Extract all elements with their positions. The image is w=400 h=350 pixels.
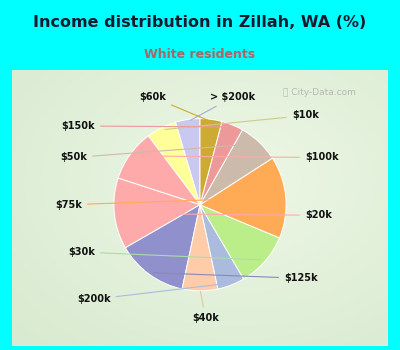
Text: White residents: White residents: [144, 48, 256, 61]
Wedge shape: [126, 205, 200, 289]
Text: $20k: $20k: [119, 210, 332, 220]
Wedge shape: [200, 205, 244, 289]
Text: Income distribution in Zillah, WA (%): Income distribution in Zillah, WA (%): [33, 15, 367, 30]
Text: ⓘ City-Data.com: ⓘ City-Data.com: [283, 88, 356, 97]
Text: $10k: $10k: [165, 111, 319, 130]
Text: $200k: $200k: [77, 284, 228, 304]
Wedge shape: [200, 130, 272, 205]
Wedge shape: [114, 178, 200, 248]
Text: $30k: $30k: [68, 247, 260, 260]
Text: $75k: $75k: [55, 197, 281, 210]
Wedge shape: [118, 136, 200, 205]
Wedge shape: [200, 205, 280, 279]
Wedge shape: [200, 121, 242, 205]
Text: $125k: $125k: [153, 273, 318, 283]
Wedge shape: [182, 205, 218, 291]
Text: $150k: $150k: [61, 121, 229, 131]
Text: $60k: $60k: [139, 92, 208, 120]
Text: > $200k: > $200k: [190, 92, 256, 120]
Wedge shape: [175, 119, 200, 205]
Text: $50k: $50k: [60, 144, 255, 162]
Text: $40k: $40k: [192, 292, 219, 323]
Wedge shape: [200, 119, 222, 205]
Text: $100k: $100k: [134, 153, 339, 162]
Wedge shape: [200, 158, 286, 238]
Wedge shape: [148, 122, 200, 205]
